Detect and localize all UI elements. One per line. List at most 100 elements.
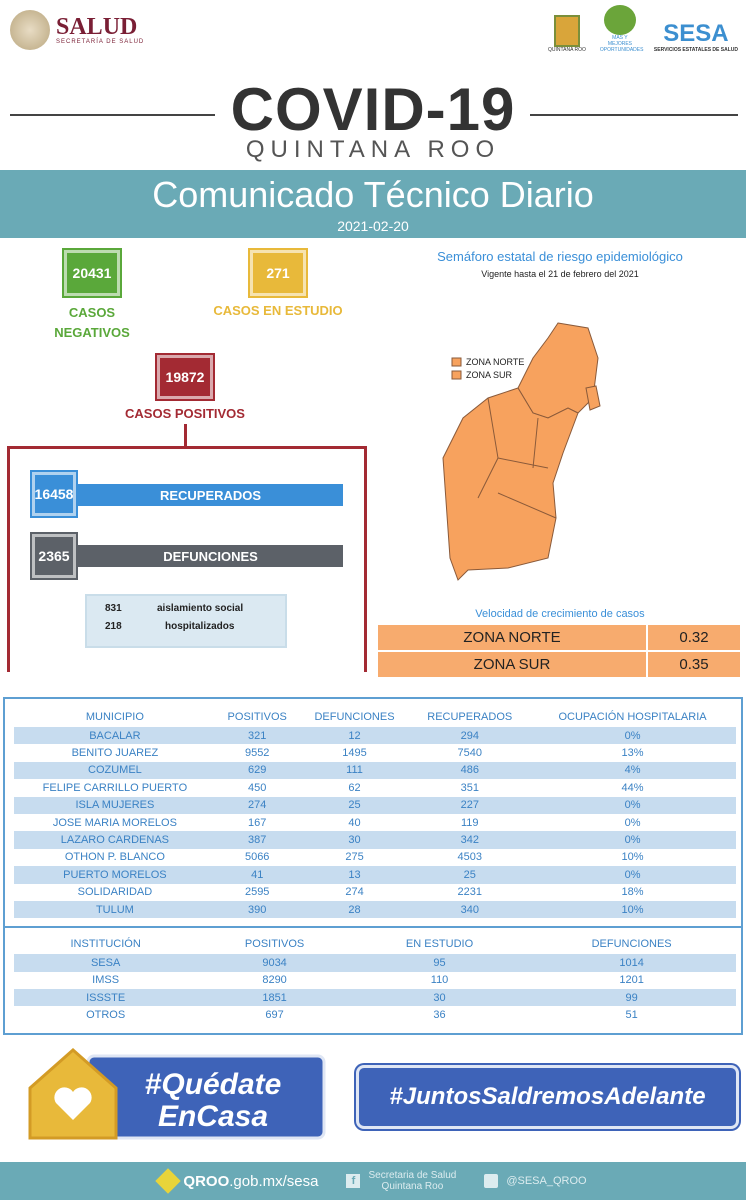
- table-cell: JOSE MARIA MORELOS: [52, 816, 177, 829]
- mas-logo-text: MÁS Y MEJORES OPORTUNIDADES: [599, 35, 644, 53]
- table-cell: 25: [410, 866, 530, 884]
- column-header: POSITIVOS: [244, 938, 305, 951]
- table-cell: 0%: [529, 796, 736, 814]
- table-cell: BACALAR: [14, 727, 216, 745]
- table-cell: COZUMEL: [14, 761, 216, 780]
- quintana-roo-map: ZONA NORTE ZONA SUR: [442, 322, 601, 581]
- legend-swatch-sur: [451, 370, 462, 380]
- table-cell: 1014: [527, 954, 736, 972]
- salud-logo: SALUD SECRETARÍA DE SALUD: [10, 10, 144, 50]
- table-cell: 274: [345, 886, 364, 899]
- table-cell: 13: [298, 866, 411, 884]
- table-row: BENITO JUAREZ 9552 1495 7540 13%: [14, 744, 736, 761]
- table-cell: 9552: [244, 747, 270, 760]
- facebook-text-2: Quintana Roo: [381, 1181, 444, 1192]
- zona-name: ZONA NORTE: [378, 625, 648, 650]
- negativos-label: CASOS NEGATIVOS: [54, 305, 130, 340]
- table-row: PUERTO MORELOS 41 13 25 0%: [14, 866, 736, 884]
- sesa-logo: SESA SERVICIOS ESTATALES DE SALUD: [654, 21, 738, 54]
- table-cell: 18%: [621, 886, 644, 899]
- qroo-logo-text: QUINTANA ROO: [547, 47, 586, 53]
- table-row: OTROS 697 36 51: [14, 1006, 736, 1023]
- table-cell: 30: [298, 831, 411, 849]
- table-row: ISSSTE 1851 30 99: [14, 989, 736, 1007]
- table-cell: 13%: [621, 747, 644, 760]
- divider: [10, 114, 215, 116]
- table-cell: 111: [298, 761, 411, 780]
- table-cell: PUERTO MORELOS: [14, 866, 216, 884]
- table-row: ISLA MUJERES 274 25 227 0%: [14, 796, 736, 814]
- facebook-icon: f: [346, 1174, 361, 1188]
- aislamiento-value: 831: [105, 603, 122, 614]
- column-header: OCUPACIÓN HOSPITALARIA: [558, 711, 707, 723]
- recuperados-bar: RECUPERADOS: [78, 484, 343, 506]
- table-cell: 227: [410, 796, 530, 814]
- table-row: TULUM 390 28 340 10%: [14, 900, 736, 919]
- table-cell: 40: [348, 816, 361, 829]
- column-header: EN ESTUDIO: [405, 938, 474, 951]
- twitter-link[interactable]: @SESA_QROO: [484, 1174, 587, 1188]
- table-row: FELIPE CARRILLO PUERTO 450 62 351 44%: [14, 779, 736, 796]
- site-bold: QROO: [183, 1172, 230, 1190]
- footer: QROO.gob.mx/sesa f Secretaria de Salud Qu…: [0, 1162, 746, 1200]
- quedate-text: #Quédate: [145, 1068, 282, 1101]
- municipios-table: MUNICIPIO POSITIVOS DEFUNCIONES RECUPERADOS…: [14, 707, 736, 919]
- table-row: OTHON P. BLANCO 5066 275 4503 10%: [14, 849, 736, 866]
- negativos-value: 20431: [62, 248, 122, 298]
- table-cell: 629: [215, 761, 299, 780]
- salud-title: SALUD: [56, 14, 138, 40]
- partner-logos: QUINTANA ROO MÁS Y MEJORES OPORTUNIDADES…: [548, 5, 738, 53]
- quedate-en-casa-banner: #Quédate EnCasa: [28, 1048, 326, 1140]
- twitter-handle: @SESA_QROO: [506, 1175, 587, 1187]
- table-row: SESA 9034 95 1014: [14, 954, 736, 972]
- table-cell: ISSSTE: [14, 989, 198, 1007]
- table-cell: LAZARO CARDENAS: [14, 831, 216, 849]
- table-cell: 321: [215, 727, 299, 745]
- juntos-banner: #JuntosSaldremosAdelante: [356, 1065, 739, 1129]
- table-cell: 30: [351, 989, 528, 1007]
- coat-of-arms-icon: [553, 15, 580, 47]
- column-header: INSTITUCIÓN: [70, 938, 141, 951]
- estudio-value: 271: [248, 248, 308, 298]
- hospitalizados-value: 218: [105, 621, 122, 632]
- table-row: LAZARO CARDENAS 387 30 342 0%: [14, 831, 736, 849]
- column-header: POSITIVOS: [227, 711, 287, 723]
- table-cell: 1201: [619, 974, 644, 987]
- legend-swatch-norte: [451, 357, 462, 367]
- zona-value: 0.32: [679, 629, 709, 646]
- table-cell: 2231: [457, 886, 482, 899]
- table-cell: 5066: [244, 851, 270, 864]
- mexico-seal-icon: [10, 10, 50, 50]
- bracket: [7, 446, 367, 672]
- website-link[interactable]: QROO.gob.mx/sesa: [155, 1168, 318, 1194]
- table-cell: 1495: [342, 747, 367, 760]
- facebook-link[interactable]: f Secretaria de Salud Quintana Roo: [346, 1170, 456, 1192]
- column-header: RECUPERADOS: [427, 711, 513, 723]
- table-cell: 51: [625, 1009, 638, 1022]
- header-row: INSTITUCIÓN POSITIVOS EN ESTUDIO DEFUNCIONE…: [14, 934, 736, 954]
- table-cell: 12: [298, 727, 411, 745]
- oportunidades-logo: MÁS Y MEJORES OPORTUNIDADES: [599, 5, 644, 53]
- state-title: QUINTANA ROO: [245, 136, 501, 163]
- velocidad-title: Velocidad de crecimiento de casos: [475, 608, 645, 620]
- table-cell: 99: [527, 989, 736, 1007]
- table-cell: 25: [298, 796, 411, 814]
- table-cell: FELIPE CARRILLO PUERTO: [42, 781, 188, 794]
- table-cell: OTROS: [86, 1009, 126, 1022]
- table-cell: 697: [265, 1009, 284, 1022]
- table-cell: SOLIDARIDAD: [77, 886, 153, 899]
- zona-value: 0.35: [679, 656, 709, 673]
- banner-title: Comunicado Técnico Diario: [152, 174, 594, 215]
- column-header: DEFUNCIONES: [591, 938, 672, 951]
- map-borders: [477, 397, 557, 519]
- zona-name: ZONA SUR: [378, 652, 648, 677]
- semaforo-vigente: Vigente hasta el 21 de febrero del 2021: [481, 269, 639, 279]
- table-cell: 294: [410, 727, 530, 745]
- table-row: BACALAR 321 12 294 0%: [14, 727, 736, 745]
- table-row: SOLIDARIDAD 2595 274 2231 18%: [14, 884, 736, 901]
- recuperados-value: 16458: [30, 470, 78, 518]
- table-cell: 387: [215, 831, 299, 849]
- table-cell: 44%: [621, 781, 644, 794]
- table-cell: 110: [430, 974, 449, 987]
- table-cell: 62: [348, 781, 361, 794]
